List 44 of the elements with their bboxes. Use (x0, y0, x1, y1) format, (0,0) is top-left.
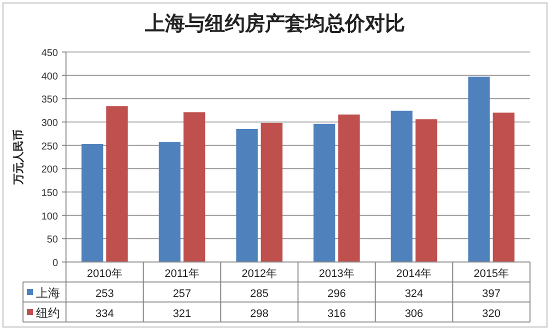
y-tick-label: 250 (41, 141, 58, 152)
data-label: 285 (250, 288, 269, 300)
y-tick-label: 50 (46, 234, 58, 246)
y-tick-label: 400 (41, 71, 58, 82)
x-tick-label: 2014年 (396, 268, 432, 280)
y-tick-label: 150 (41, 188, 58, 199)
x-tick-label: 2012年 (242, 268, 278, 280)
data-label: 321 (172, 308, 192, 320)
bar (314, 124, 336, 262)
bar (184, 112, 206, 262)
bar (416, 119, 438, 262)
legend-label: 纽约 (36, 306, 60, 320)
data-label: 296 (327, 288, 346, 300)
data-label: 316 (327, 308, 346, 320)
y-axis-title: 万元人民币 (12, 130, 25, 186)
bar (236, 129, 258, 262)
y-tick-label: 100 (41, 211, 58, 222)
y-tick-label: 300 (41, 118, 58, 129)
chart-title: 上海与纽约房产套均总价对比 (144, 12, 405, 35)
bar (158, 142, 180, 262)
bar (492, 112, 514, 262)
y-tick-label: 350 (41, 94, 58, 106)
bar (106, 106, 128, 262)
x-tick-label: 2011年 (164, 268, 200, 280)
legend-label: 上海 (36, 286, 60, 300)
x-tick-label: 2010年 (86, 268, 122, 280)
data-label: 253 (95, 288, 114, 300)
bar (260, 122, 282, 262)
y-tick-label: 0 (52, 258, 58, 269)
data-label: 298 (250, 308, 269, 320)
bar (468, 76, 490, 262)
x-tick-label: 2015年 (474, 268, 510, 280)
bar (338, 114, 360, 262)
data-label: 397 (482, 288, 501, 300)
x-tick-label: 2013年 (318, 268, 354, 280)
data-label: 320 (482, 308, 501, 320)
bar (82, 144, 104, 262)
data-label: 257 (172, 288, 192, 300)
data-label: 306 (404, 308, 424, 320)
bar (390, 110, 412, 262)
data-label: 334 (95, 308, 114, 320)
data-label: 324 (404, 288, 424, 300)
y-tick-label: 200 (41, 164, 58, 176)
y-tick-label: 450 (41, 48, 58, 59)
